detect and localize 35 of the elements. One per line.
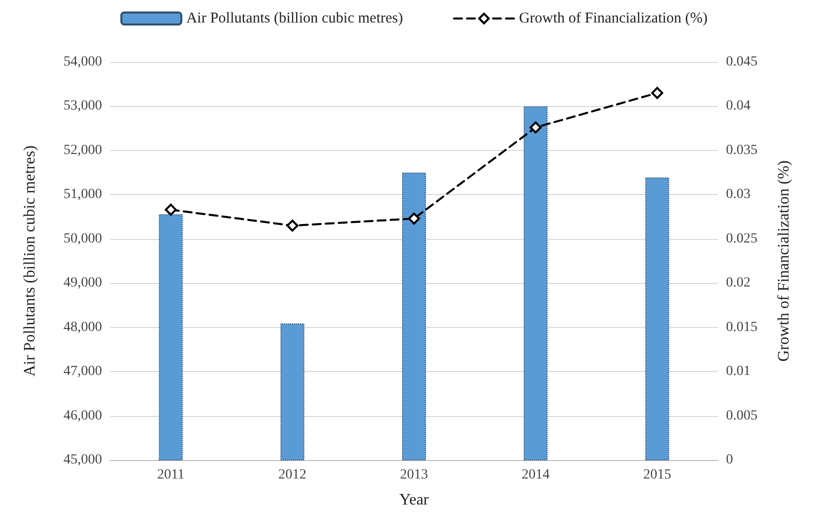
x-tick-label: 2014 [522, 468, 550, 482]
legend-label: Air Pollutants (billion cubic metres) [186, 10, 403, 26]
y2-tick-label: 0.04 [726, 98, 750, 114]
y-tick-label: 52,000 [64, 142, 102, 158]
point [164, 204, 177, 216]
y2-tick-label: 0 [726, 452, 733, 468]
x-tick-label: 2013 [400, 468, 428, 482]
legend-label: Growth of Financialization (%) [518, 10, 708, 26]
point [651, 86, 664, 99]
y-tick-label: 47,000 [64, 364, 102, 380]
y-tick-label: 53,000 [64, 98, 102, 114]
y-tick-label: 49,000 [64, 276, 102, 291]
y-tick-label: 46,000 [64, 408, 102, 424]
y2-tick-label: 0.01 [726, 364, 750, 380]
x-tick-label: 2015 [643, 468, 672, 482]
x-axis-title: Year [399, 492, 430, 508]
y2-tick-label: 0.03 [726, 187, 750, 202]
y2-tick-label: 0.045 [726, 54, 758, 70]
point [530, 121, 542, 134]
y2-axis-title: Growth of Financialization (%) [776, 160, 792, 362]
y-tick-label: 45,000 [64, 452, 102, 468]
y2-tick-label: 0.015 [726, 320, 758, 335]
y-tick-label: 48,000 [64, 320, 102, 335]
y-tick-label: 50,000 [64, 231, 102, 246]
y2-tick-label: 0.035 [726, 142, 758, 158]
y-axis-title: Air Pollutants (billion cubic metres) [22, 145, 38, 377]
x-tick-label: 2012 [278, 468, 306, 482]
point [286, 220, 298, 232]
y-tick-label: 54,000 [64, 54, 102, 70]
point [408, 212, 420, 225]
x-tick-label: 2011 [157, 468, 185, 482]
y2-tick-label: 0.02 [726, 276, 750, 291]
y-tick-label: 51,000 [64, 187, 102, 202]
y2-tick-label: 0.005 [726, 408, 758, 424]
y2-tick-label: 0.025 [726, 231, 758, 246]
